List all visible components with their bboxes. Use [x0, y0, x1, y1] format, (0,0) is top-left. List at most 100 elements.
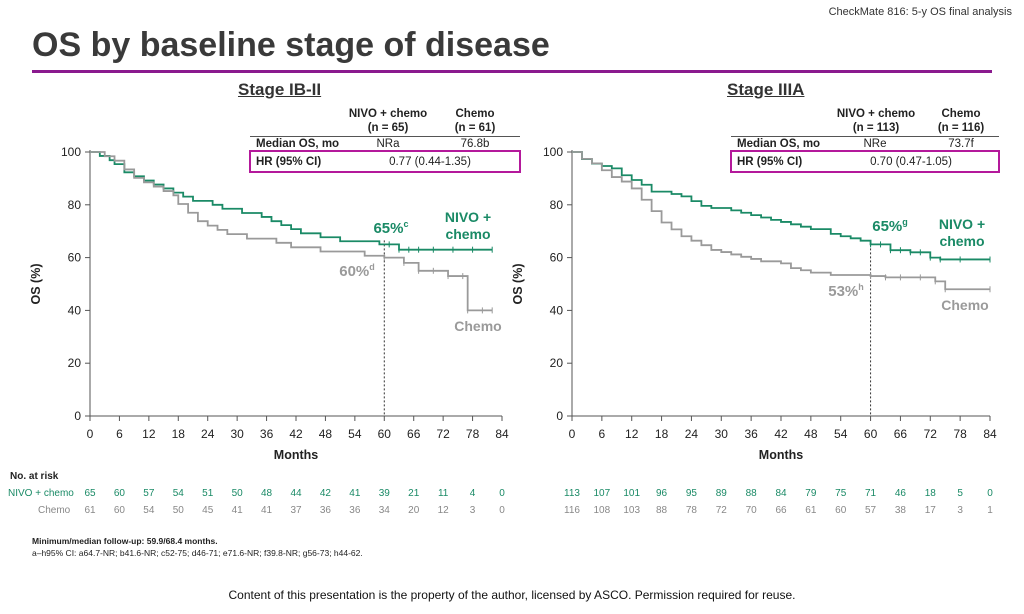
- x-tick-label: 30: [715, 427, 729, 441]
- y-tick-label: 0: [74, 409, 81, 423]
- risk-value-chemo: 70: [745, 505, 757, 516]
- risk-value-nivo: 75: [835, 488, 847, 499]
- y-tick-label: 40: [68, 303, 82, 317]
- x-tick-label: 18: [655, 427, 669, 441]
- copyright-notice: Content of this presentation is the prop…: [228, 588, 796, 602]
- nivo-series-label-2: chemo: [445, 226, 490, 242]
- nivo-5y-rate-label: 65%g: [872, 217, 908, 235]
- hr-label: HR (95% CI): [737, 156, 803, 168]
- hr-highlight-box: [249, 150, 521, 173]
- stats-table-left: NIVO + chemo (n = 65) Chemo (n = 61) Media…: [250, 105, 520, 175]
- x-tick-label: 12: [625, 427, 639, 441]
- risk-value-chemo: 3: [469, 505, 476, 516]
- x-tick-label: 72: [436, 427, 450, 441]
- risk-value-chemo: 41: [231, 505, 243, 516]
- y-tick-label: 20: [550, 356, 564, 370]
- risk-value-nivo: 44: [290, 488, 302, 499]
- x-tick-label: 78: [953, 427, 967, 441]
- risk-value-chemo: 88: [656, 505, 668, 516]
- risk-value-chemo: 45: [202, 505, 214, 516]
- risk-value-nivo: 65: [84, 488, 96, 499]
- nivo-km-curve: [90, 151, 493, 251]
- nivo-series-label-1: NIVO +: [445, 209, 491, 225]
- x-tick-label: 18: [172, 427, 186, 441]
- chemo-km-curve: [572, 151, 990, 291]
- risk-header: No. at risk: [10, 471, 59, 482]
- risk-value-chemo: 38: [894, 505, 906, 516]
- median-os-row: Median OS, mo NRa 76.8b: [250, 135, 520, 153]
- y-tick-label: 60: [68, 251, 82, 265]
- x-tick-label: 66: [407, 427, 421, 441]
- median-os-nivo: NRa: [376, 138, 400, 150]
- risk-value-chemo: 61: [84, 505, 96, 516]
- y-tick-label: 0: [556, 409, 563, 423]
- risk-value-chemo: 54: [143, 505, 155, 516]
- risk-value-nivo: 0: [499, 488, 505, 499]
- risk-value-chemo: 1: [987, 505, 993, 516]
- col-header-nivo: NIVO + chemo (n = 65): [348, 108, 428, 134]
- x-tick-label: 54: [348, 427, 362, 441]
- risk-value-nivo: 18: [924, 488, 936, 499]
- chemo-series-label: Chemo: [941, 297, 988, 313]
- x-tick-label: 78: [466, 427, 480, 441]
- risk-value-chemo: 60: [835, 505, 847, 516]
- risk-value-chemo: 36: [319, 505, 331, 516]
- median-os-label: Median OS, mo: [256, 138, 340, 150]
- title-rule: [32, 70, 992, 73]
- hr-value: 0.70 (0.47-1.05): [870, 156, 952, 168]
- y-axis-label: OS (%): [511, 264, 525, 305]
- risk-value-chemo: 17: [924, 505, 936, 516]
- risk-value-nivo: 107: [593, 488, 611, 499]
- risk-value-chemo: 12: [437, 505, 449, 516]
- nivo-series-label-2: chemo: [939, 233, 984, 249]
- y-tick-label: 40: [550, 303, 564, 317]
- y-tick-label: 80: [68, 198, 82, 212]
- risk-value-chemo: 78: [685, 505, 697, 516]
- x-tick-label: 30: [230, 427, 244, 441]
- risk-value-chemo: 116: [564, 505, 580, 516]
- risk-value-nivo: 88: [745, 488, 757, 499]
- panel-title-stage-iiia: Stage IIIA: [727, 80, 805, 99]
- x-tick-label: 0: [87, 427, 94, 441]
- hr-row: HR (95% CI) 0.70 (0.47-1.05): [731, 153, 999, 171]
- risk-label-chemo: Chemo: [38, 505, 71, 516]
- y-tick-label: 60: [550, 251, 564, 265]
- risk-value-nivo: 51: [202, 488, 214, 499]
- risk-value-chemo: 36: [349, 505, 361, 516]
- risk-value-chemo: 3: [957, 505, 963, 516]
- x-tick-label: 54: [834, 427, 848, 441]
- risk-value-chemo: 60: [113, 505, 125, 516]
- risk-value-chemo: 66: [775, 505, 787, 516]
- risk-value-nivo: 101: [623, 488, 641, 499]
- chemo-km-curve: [90, 151, 493, 312]
- risk-value-nivo: 79: [805, 488, 817, 499]
- median-os-row: Median OS, mo NRe 73.7f: [731, 135, 999, 153]
- risk-value-nivo: 71: [865, 488, 877, 499]
- risk-value-chemo: 41: [261, 505, 273, 516]
- risk-value-nivo: 60: [113, 488, 125, 499]
- x-tick-label: 42: [289, 427, 303, 441]
- risk-value-nivo: 21: [408, 488, 420, 499]
- table-divider: [250, 136, 520, 137]
- risk-value-chemo: 61: [805, 505, 817, 516]
- chemo-5y-rate-label: 60%d: [339, 262, 375, 280]
- hr-value: 0.77 (0.44-1.35): [389, 156, 471, 168]
- chemo-5y-rate-label: 53%h: [828, 282, 864, 300]
- y-axis-label: OS (%): [29, 264, 43, 305]
- risk-value-nivo: 84: [775, 488, 787, 499]
- x-tick-label: 84: [495, 427, 509, 441]
- risk-value-chemo: 34: [378, 505, 390, 516]
- risk-value-chemo: 108: [593, 505, 611, 516]
- followup-footnote: Minimum/median follow-up: 59.9/68.4 mont…: [32, 536, 218, 546]
- risk-label-nivo: NIVO + chemo: [8, 488, 74, 499]
- risk-value-chemo: 37: [290, 505, 302, 516]
- header-tag: CheckMate 816: 5-y OS final analysis: [828, 6, 1012, 18]
- y-tick-label: 100: [543, 145, 563, 159]
- median-os-chemo: 76.8b: [460, 138, 490, 150]
- stats-table-right: NIVO + chemo (n = 113) Chemo (n = 116) Med…: [731, 105, 999, 175]
- risk-value-nivo: 89: [715, 488, 727, 499]
- risk-value-nivo: 57: [143, 488, 155, 499]
- col-header-chemo: Chemo (n = 61): [454, 108, 496, 134]
- risk-value-nivo: 42: [319, 488, 331, 499]
- risk-value-nivo: 54: [172, 488, 184, 499]
